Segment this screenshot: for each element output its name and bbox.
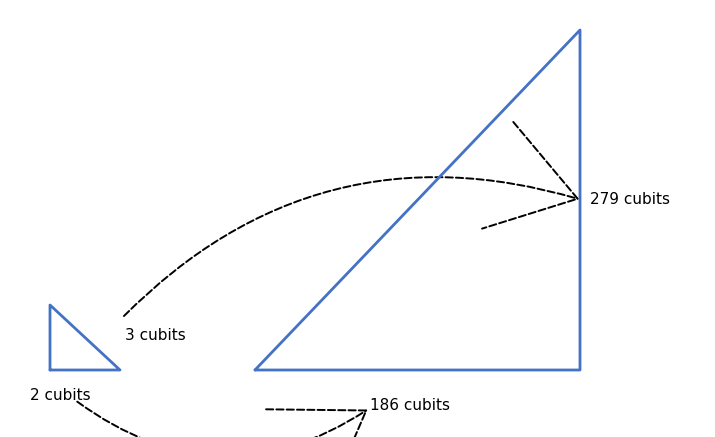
Text: 2 cubits: 2 cubits [30, 388, 91, 402]
FancyArrowPatch shape [124, 122, 578, 316]
Text: 186 cubits: 186 cubits [370, 398, 450, 413]
FancyArrowPatch shape [77, 402, 366, 437]
Text: 3 cubits: 3 cubits [125, 327, 186, 343]
Text: 279 cubits: 279 cubits [590, 193, 670, 208]
